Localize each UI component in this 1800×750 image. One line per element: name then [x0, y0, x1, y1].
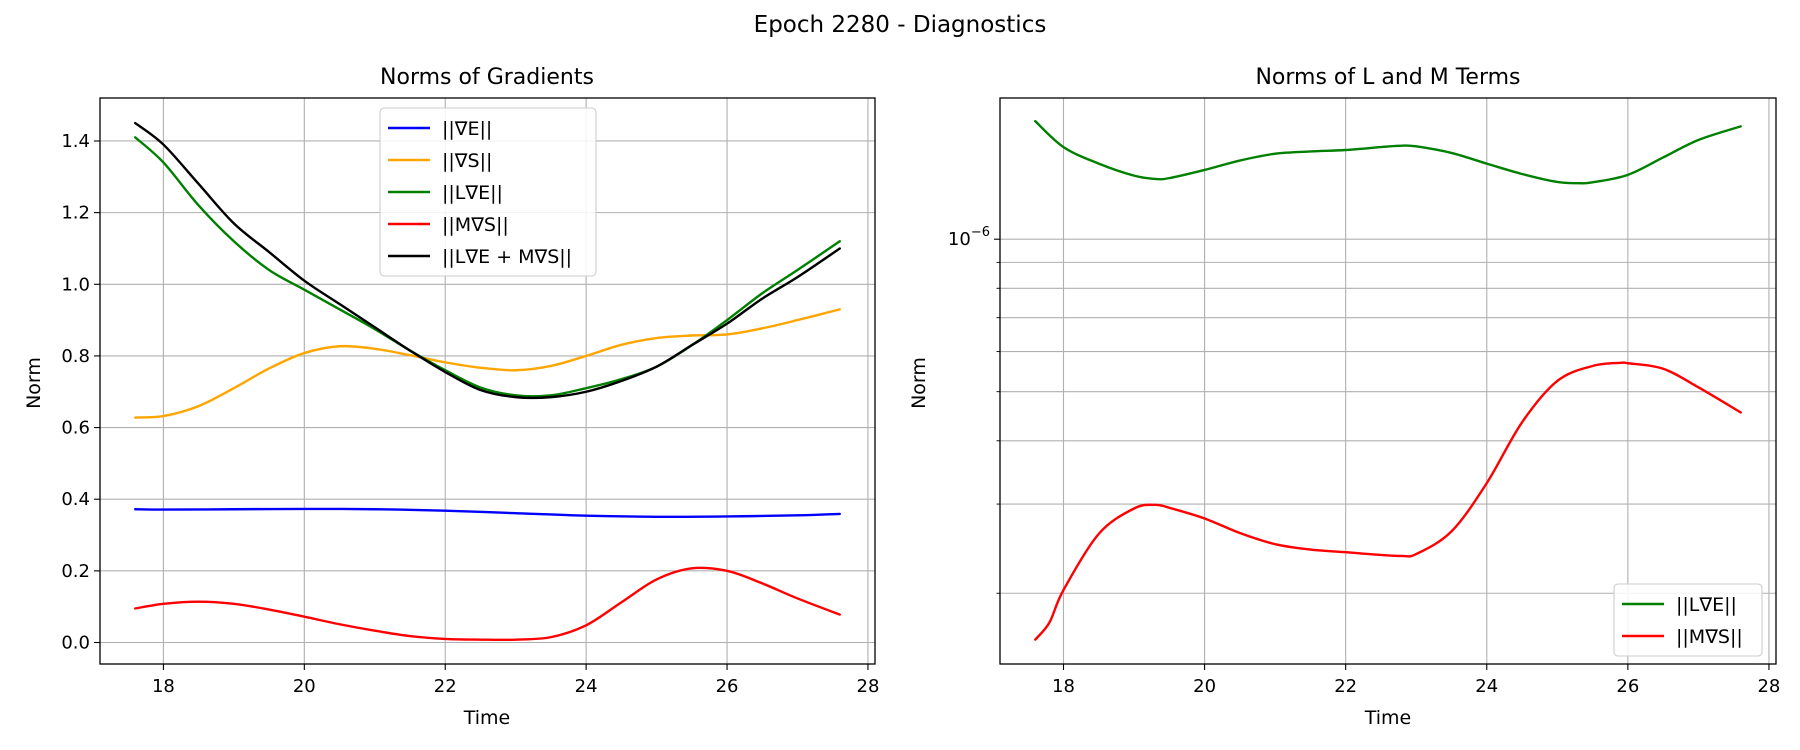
terms-legend-label-lgrade: ||L∇E|| — [1676, 594, 1737, 616]
gradients-y-tick-label: 0.0 — [61, 633, 90, 654]
gradients-legend-label-grads: ||∇S|| — [442, 150, 492, 172]
gradients-legend-label-lgrade: ||L∇E|| — [442, 182, 503, 204]
gradients-axes-frame — [99, 97, 876, 665]
gradients-y-tick-label: 1.2 — [61, 203, 90, 224]
gradients-legend-box — [379, 107, 597, 277]
terms-axes-frame — [999, 97, 1777, 665]
gradients-legend-label-lgrade-plus-mgrads: ||L∇E + M∇S|| — [442, 246, 572, 268]
gradients-series-lgrade-line — [134, 136, 841, 398]
gradients-panel: Norms of Gradients Time Norm 18 20 22 24 26 2… — [23, 65, 879, 729]
terms-legend-label-mgrads: ||M∇S|| — [1676, 626, 1743, 648]
terms-y-tick-label: 10−6 — [948, 225, 990, 250]
gradients-legend-label-grade: ||∇E|| — [442, 118, 492, 140]
gradients-x-tick-label: 18 — [152, 676, 175, 697]
gradients-y-tick-label: 1.0 — [61, 274, 90, 295]
terms-x-tick-label: 28 — [1757, 676, 1780, 697]
gradients-series-grads-line — [134, 308, 841, 419]
terms-x-tick-label: 24 — [1475, 676, 1498, 697]
terms-series-mgrads-line — [1034, 361, 1742, 641]
gradients-y-tick-label: 0.4 — [61, 489, 90, 510]
terms-series-lgrade-line — [1034, 119, 1742, 185]
terms-x-tick-label: 18 — [1052, 676, 1075, 697]
gradients-x-tick-label: 22 — [434, 676, 457, 697]
gradients-x-tick-label: 26 — [716, 676, 739, 697]
gradients-series-grade-line — [134, 507, 841, 519]
gradients-legend: ||∇E|| ||∇S|| ||L∇E|| ||M∇S|| ||L∇E + M∇S|| — [379, 107, 597, 277]
gradients-panel-title: Norms of Gradients — [380, 65, 594, 90]
gradients-y-tick-label: 1.4 — [61, 131, 90, 152]
figure-suptitle: Epoch 2280 - Diagnostics — [754, 12, 1047, 38]
gradients-series-mgrads-line — [134, 566, 841, 642]
gradients-legend-label-mgrads: ||M∇S|| — [442, 214, 509, 236]
terms-x-tick-label: 26 — [1616, 676, 1639, 697]
terms-x-axis-label: Time — [1364, 707, 1412, 729]
terms-legend-box — [1613, 583, 1763, 657]
terms-panel-title: Norms of L and M Terms — [1255, 65, 1520, 90]
terms-y-tick-label-base: 10 — [948, 229, 971, 250]
gradients-y-axis-label: Norm — [23, 357, 45, 409]
gradients-x-tick-label: 24 — [575, 676, 598, 697]
gradients-y-tick-label: 0.8 — [61, 346, 90, 367]
terms-y-tick-label-exponent: −6 — [971, 225, 990, 240]
gradients-y-tick-label: 0.6 — [61, 418, 90, 439]
gradients-x-axis-label: Time — [463, 707, 511, 729]
terms-x-tick-label: 20 — [1193, 676, 1216, 697]
gradients-y-tick-label: 0.2 — [61, 561, 90, 582]
gradients-series-lgrade-plus-mgrads-line — [134, 121, 841, 400]
gradients-x-tick-label: 20 — [293, 676, 316, 697]
terms-legend: ||L∇E|| ||M∇S|| — [1613, 583, 1763, 657]
gradients-x-tick-label: 28 — [857, 676, 880, 697]
terms-x-tick-label: 22 — [1334, 676, 1357, 697]
terms-y-axis-label: Norm — [908, 357, 930, 409]
terms-panel: Norms of L and M Terms Time Norm 18 20 22 2… — [908, 65, 1780, 729]
